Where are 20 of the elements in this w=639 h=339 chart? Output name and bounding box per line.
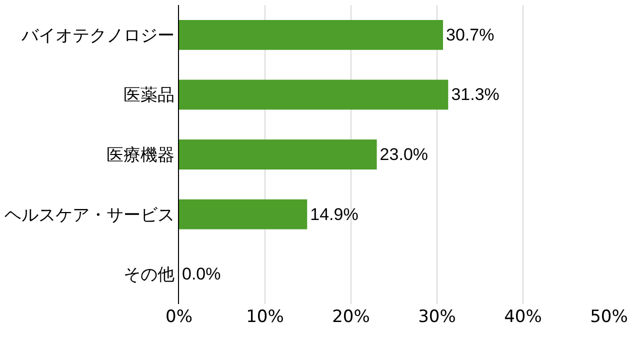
data-label: 31.3% [451, 85, 500, 104]
y-tick-label: ヘルスケア・サービス [4, 205, 175, 226]
x-tick-label: 0% [166, 307, 192, 327]
bar [179, 199, 308, 230]
data-label: 23.0% [380, 145, 428, 164]
data-label: 30.7% [446, 25, 494, 44]
y-tick-label: バイオテクノロジー [20, 26, 175, 46]
data-label: 0.0% [182, 264, 221, 284]
bar [179, 20, 444, 50]
x-tick-label: 40% [504, 307, 542, 327]
bar [179, 140, 377, 170]
data-label: 14.9% [310, 204, 358, 224]
x-tick-label: 20% [332, 307, 370, 327]
y-tick-label: 医療機器 [106, 145, 175, 166]
x-tick-label: 10% [246, 307, 284, 327]
bar [179, 80, 448, 110]
x-tick-label: 30% [418, 307, 456, 327]
y-tick-label: その他 [124, 265, 175, 286]
y-tick-label: 医薬品 [124, 86, 175, 106]
x-tick-label: 50% [590, 307, 628, 327]
